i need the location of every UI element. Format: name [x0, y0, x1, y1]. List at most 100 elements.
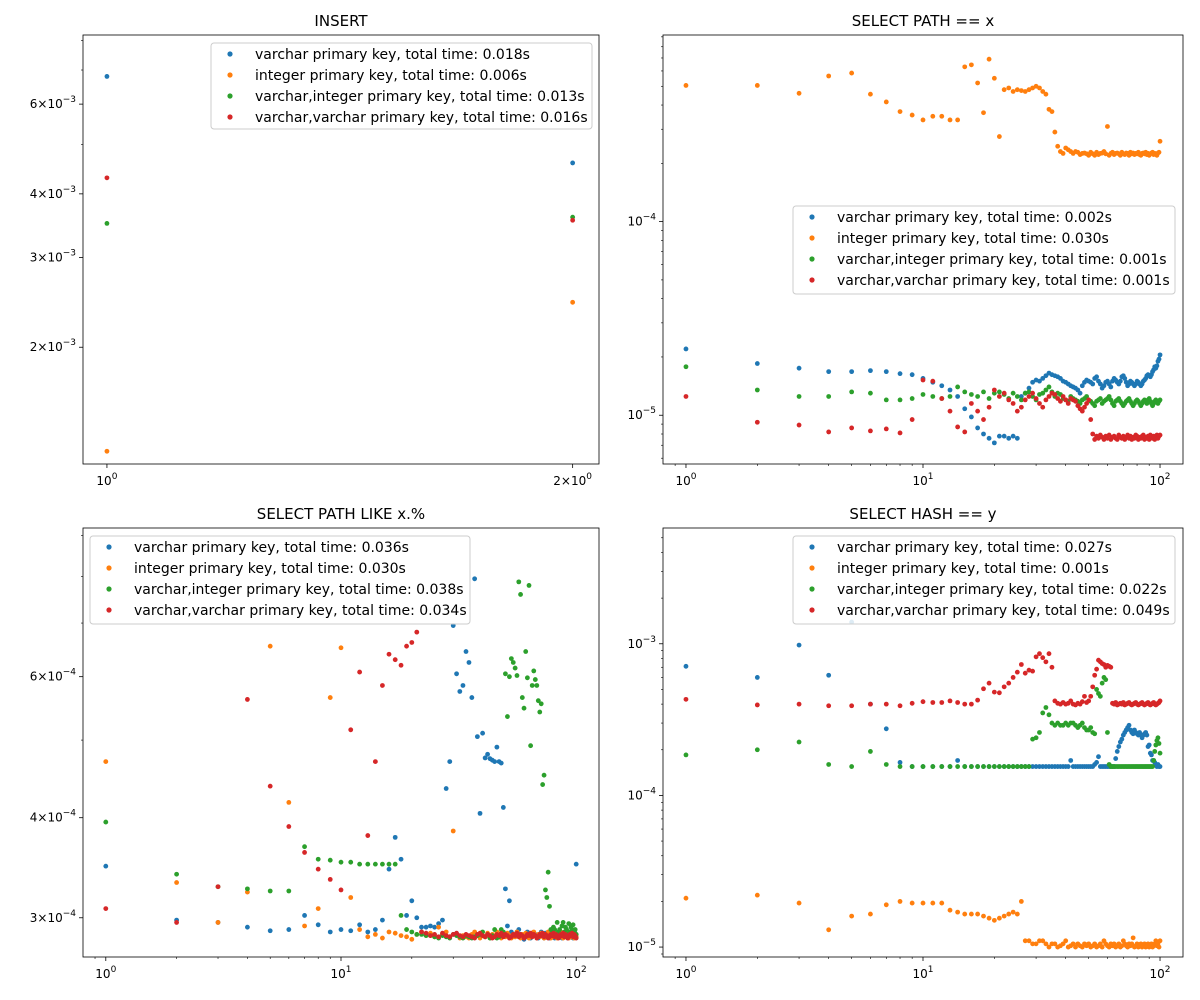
- data-point: [1094, 760, 1099, 765]
- data-point: [1094, 666, 1099, 672]
- data-point: [930, 113, 936, 119]
- data-point: [962, 64, 968, 70]
- data-point: [1114, 749, 1120, 754]
- data-point: [955, 764, 961, 769]
- data-point: [1156, 741, 1162, 746]
- data-point: [968, 701, 974, 707]
- data-point: [897, 764, 903, 769]
- legend-label: varchar,varchar primary key, total time:…: [255, 110, 588, 126]
- data-point: [357, 669, 363, 675]
- data-point: [849, 764, 855, 769]
- data-point: [826, 429, 832, 435]
- y-tick-label: 10−3: [627, 635, 656, 651]
- data-point: [398, 933, 404, 939]
- data-point: [419, 924, 424, 930]
- data-point: [947, 907, 953, 913]
- data-point: [404, 643, 409, 649]
- data-point: [535, 698, 541, 704]
- data-point: [392, 861, 398, 867]
- data-point: [1030, 941, 1036, 947]
- legend-marker: [809, 607, 815, 613]
- data-point: [909, 417, 915, 422]
- data-point: [1018, 899, 1024, 904]
- y-tick-label: 3×10−4: [30, 909, 77, 925]
- data-point: [552, 927, 558, 932]
- data-point: [883, 726, 889, 732]
- data-point: [507, 898, 512, 904]
- data-point: [975, 697, 981, 703]
- data-point: [796, 394, 802, 399]
- data-point: [1030, 379, 1036, 385]
- data-point: [826, 73, 832, 79]
- data-point: [357, 922, 363, 928]
- data-point: [1018, 662, 1024, 667]
- legend-label: varchar,varchar primary key, total time:…: [134, 603, 467, 619]
- data-point: [1001, 390, 1007, 396]
- data-point: [1022, 390, 1028, 396]
- legend: varchar primary key, total time: 0.036s i…: [89, 535, 471, 625]
- data-point: [1068, 758, 1074, 763]
- data-point: [909, 900, 915, 906]
- data-point: [975, 80, 981, 86]
- data-point: [996, 394, 1002, 399]
- data-point: [683, 696, 689, 702]
- data-point: [975, 425, 981, 431]
- data-point: [1108, 664, 1114, 670]
- data-point: [968, 401, 974, 406]
- data-point: [920, 377, 926, 383]
- data-point: [1043, 705, 1049, 710]
- y-axis: 10−5 10−4: [627, 36, 663, 459]
- legend-frame: [89, 535, 471, 625]
- data-point: [1144, 732, 1150, 738]
- data-point: [516, 579, 522, 585]
- data-point: [1022, 397, 1028, 403]
- data-point: [286, 799, 292, 805]
- data-point: [920, 392, 926, 397]
- data-point: [1108, 397, 1114, 403]
- data-point: [947, 394, 953, 399]
- y-tick-label: 10−5: [627, 406, 656, 422]
- data-point: [460, 683, 466, 688]
- data-point: [683, 364, 689, 370]
- data-point: [469, 695, 475, 700]
- data-point: [1099, 680, 1105, 686]
- data-point: [962, 764, 968, 769]
- data-point: [796, 701, 802, 707]
- data-point: [534, 683, 540, 688]
- data-point: [1030, 394, 1036, 399]
- data-point: [404, 934, 409, 940]
- data-point: [868, 749, 873, 754]
- data-point: [1129, 941, 1135, 947]
- data-point: [996, 134, 1002, 139]
- data-point: [986, 56, 992, 62]
- data-point: [986, 764, 992, 769]
- data-point: [968, 62, 974, 68]
- data-points: [104, 74, 576, 454]
- data-point: [104, 175, 110, 181]
- chart-title: INSERT: [314, 12, 368, 30]
- data-point: [386, 651, 392, 657]
- legend-label: integer primary key, total time: 0.030s: [134, 561, 406, 577]
- data-point: [245, 697, 250, 702]
- data-point: [826, 762, 832, 767]
- data-point: [302, 844, 307, 850]
- data-point: [947, 408, 953, 414]
- data-point: [1152, 749, 1158, 754]
- data-point: [315, 906, 321, 912]
- data-point: [1030, 668, 1036, 674]
- y-axis: 10−5 10−4 10−3: [627, 537, 663, 955]
- data-point: [174, 880, 179, 885]
- data-point: [423, 930, 429, 936]
- data-point: [939, 113, 945, 119]
- data-point: [1097, 396, 1103, 401]
- data-point: [968, 414, 974, 420]
- data-point: [1046, 651, 1052, 657]
- x-tick-label: 102: [1150, 965, 1171, 981]
- data-point: [796, 739, 802, 745]
- data-point: [1105, 124, 1110, 129]
- data-point: [1094, 687, 1099, 692]
- data-point: [500, 805, 506, 810]
- data-point: [1026, 938, 1032, 944]
- data-point: [1037, 401, 1042, 406]
- data-point: [683, 83, 689, 88]
